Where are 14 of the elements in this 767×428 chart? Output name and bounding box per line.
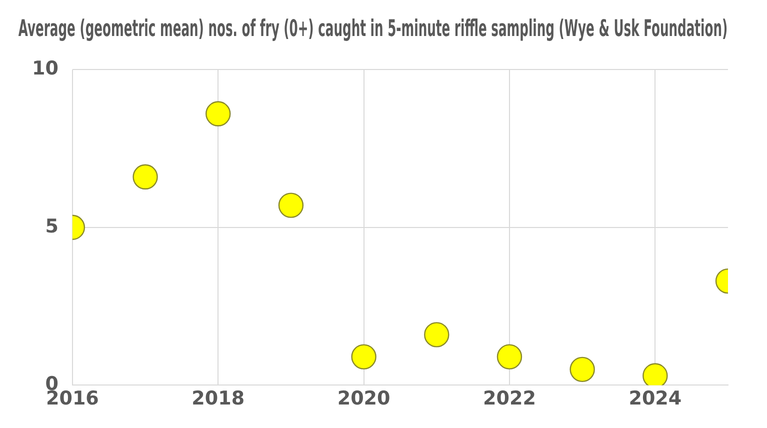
point (206, 101, 231, 126)
point (132, 164, 158, 190)
x-tick-label: 2024 (628, 388, 682, 410)
point (570, 356, 595, 382)
point (424, 322, 450, 348)
point (278, 192, 304, 218)
x-tick-label: 2022 (483, 388, 536, 410)
point (496, 344, 522, 370)
point (351, 344, 376, 370)
chart-title: Average (geometric mean) nos. of fry (0+) caught in 5-minute riffle sampling (Wye & Usk Foundation) (18, 16, 728, 42)
x-tick-label: 2020 (337, 388, 390, 410)
x-tick-label: 2018 (192, 388, 245, 410)
y-tick-label: 10 (32, 58, 58, 80)
y-tick-label: 5 (45, 215, 58, 238)
